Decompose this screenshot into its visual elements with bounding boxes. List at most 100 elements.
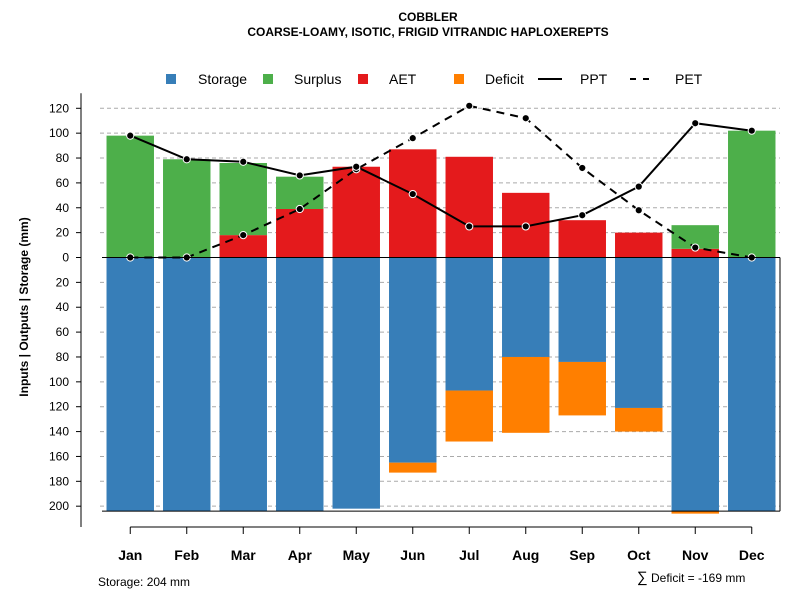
bar-storage bbox=[106, 257, 154, 512]
point-ppt bbox=[408, 189, 417, 199]
x-tick-label: Jun bbox=[400, 547, 425, 563]
y-tick-label: 40 bbox=[56, 201, 70, 215]
y-tick-label: 20 bbox=[56, 275, 70, 289]
point-ppt bbox=[747, 126, 756, 135]
bars bbox=[106, 130, 776, 514]
point-ppt bbox=[634, 182, 643, 191]
x-tick-label: Nov bbox=[682, 547, 709, 563]
bar-storage bbox=[445, 257, 493, 391]
bar-surplus bbox=[219, 163, 267, 236]
bar-storage bbox=[332, 257, 380, 509]
bar-surplus bbox=[106, 135, 154, 258]
series-lines bbox=[126, 101, 756, 262]
bar-storage bbox=[671, 257, 719, 512]
bar-surplus bbox=[276, 176, 324, 210]
y-tick-label: 40 bbox=[56, 300, 70, 314]
x-tick-label: Feb bbox=[174, 547, 199, 563]
legend-label-ppt: PPT bbox=[580, 71, 608, 87]
point-pet bbox=[521, 114, 530, 123]
gridlines bbox=[100, 107, 780, 507]
bar-deficit bbox=[445, 390, 493, 442]
legend-label-storage: Storage bbox=[198, 71, 247, 87]
point-ppt bbox=[521, 222, 530, 231]
y-axis-label: Inputs | Outputs | Storage (mm) bbox=[17, 217, 31, 396]
y-tick-label: 60 bbox=[56, 176, 70, 190]
legend-swatch-aet bbox=[358, 74, 368, 84]
legend-swatch-deficit bbox=[454, 74, 464, 84]
point-pet bbox=[691, 243, 700, 252]
chart-title: COBBLER bbox=[398, 10, 458, 24]
legend-label-deficit: Deficit bbox=[485, 71, 524, 87]
sum-icon: ∑ bbox=[637, 569, 648, 586]
bar-deficit bbox=[502, 356, 550, 433]
x-tick-label: Apr bbox=[288, 547, 313, 563]
y-tick-label: 20 bbox=[56, 226, 70, 240]
x-tick-label: Mar bbox=[231, 547, 256, 563]
legend-label-pet: PET bbox=[675, 71, 703, 87]
y-tick-label: 160 bbox=[49, 449, 69, 463]
y-tick-label: 80 bbox=[56, 151, 70, 165]
legend-label-aet: AET bbox=[389, 71, 417, 87]
point-pet bbox=[295, 204, 304, 214]
bar-storage bbox=[728, 257, 776, 512]
x-tick-label: Oct bbox=[627, 547, 651, 563]
x-tick-label: Jan bbox=[118, 547, 142, 563]
bar-aet bbox=[332, 166, 380, 258]
bar-deficit bbox=[615, 407, 663, 432]
bar-deficit bbox=[558, 361, 606, 416]
line-pet bbox=[130, 104, 752, 259]
point-ppt bbox=[465, 222, 474, 231]
point-ppt bbox=[691, 119, 700, 128]
y-tick-label: 60 bbox=[56, 325, 70, 339]
y-tick-label: 180 bbox=[49, 474, 69, 488]
x-tick-label: Dec bbox=[739, 547, 765, 563]
y-tick-label: 100 bbox=[49, 126, 69, 140]
bar-storage bbox=[389, 257, 437, 463]
storage-note: Storage: 204 mm bbox=[98, 575, 190, 589]
y-tick-label: 80 bbox=[56, 350, 70, 364]
point-ppt bbox=[295, 171, 304, 180]
bar-deficit bbox=[389, 462, 437, 473]
legend-swatch-surplus bbox=[263, 74, 273, 84]
bar-aet bbox=[671, 248, 719, 258]
x-tick-label: May bbox=[343, 547, 370, 563]
bar-storage bbox=[276, 257, 324, 512]
x-tick-label: Jul bbox=[459, 547, 479, 563]
point-pet bbox=[408, 134, 417, 143]
bar-deficit bbox=[671, 511, 719, 514]
point-pet bbox=[239, 231, 248, 240]
legend-swatch-storage bbox=[166, 74, 176, 84]
y-tick-label: 100 bbox=[49, 375, 69, 389]
bar-storage bbox=[558, 257, 606, 362]
x-tick-label: Sep bbox=[569, 547, 595, 563]
bar-aet bbox=[558, 220, 606, 258]
bar-aet bbox=[445, 156, 493, 258]
bar-surplus bbox=[671, 225, 719, 249]
bar-surplus bbox=[728, 130, 776, 258]
point-ppt bbox=[182, 155, 191, 164]
y-tick-label: 0 bbox=[62, 251, 69, 265]
bar-aet bbox=[615, 232, 663, 258]
point-pet bbox=[578, 163, 587, 173]
y-tick-label: 120 bbox=[49, 400, 69, 414]
bar-storage bbox=[219, 257, 267, 512]
bar-storage bbox=[163, 257, 211, 512]
legend-label-surplus: Surplus bbox=[294, 71, 341, 87]
point-pet bbox=[634, 206, 643, 215]
point-ppt bbox=[578, 211, 587, 220]
y-tick-label: 200 bbox=[49, 499, 69, 513]
y-tick-label: 120 bbox=[49, 101, 69, 115]
legend: Storage Surplus AET Deficit PPT PET bbox=[166, 71, 703, 87]
line-ppt bbox=[129, 122, 752, 228]
axes: 1201008060402002040608010012014016018020… bbox=[49, 93, 781, 563]
y-tick-label: 140 bbox=[49, 425, 69, 439]
point-ppt bbox=[126, 131, 135, 140]
deficit-note: Deficit = -169 mm bbox=[651, 571, 745, 585]
point-ppt bbox=[239, 157, 248, 166]
chart-subtitle: COARSE-LOAMY, ISOTIC, FRIGID VITRANDIC H… bbox=[247, 25, 608, 39]
bar-storage bbox=[502, 257, 550, 357]
point-pet bbox=[465, 101, 474, 110]
bar-storage bbox=[615, 257, 663, 408]
bar-surplus bbox=[163, 159, 211, 258]
